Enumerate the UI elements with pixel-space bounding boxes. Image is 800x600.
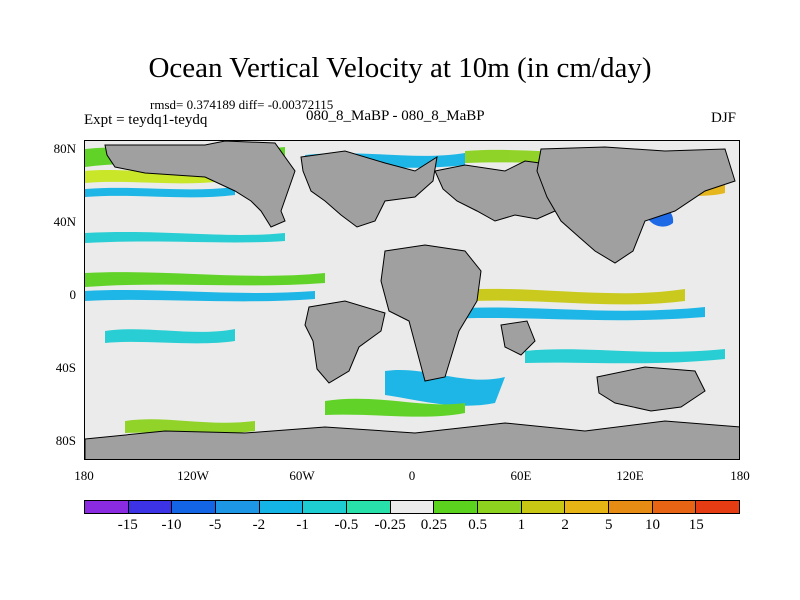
lon-label-180w: 180 — [74, 468, 94, 483]
colorbar — [84, 500, 740, 514]
colorbar-label: 5 — [605, 517, 613, 533]
colorbar-label: 0.5 — [468, 517, 487, 533]
colorbar-label: 10 — [645, 517, 661, 533]
colorbar-swatch — [609, 501, 653, 513]
colorbar-label: -0.25 — [374, 517, 406, 533]
colorbar-label: -10 — [161, 517, 182, 533]
colorbar-label: 2 — [561, 517, 569, 533]
colorbar-swatch — [128, 501, 173, 513]
colorbar-label: -1 — [296, 517, 309, 533]
colorbar-swatch — [85, 501, 129, 513]
colorbar-label: 1 — [517, 517, 526, 533]
land-masses — [85, 141, 739, 459]
colorbar-swatch — [259, 501, 304, 513]
map-title: Ocean Vertical Velocity at 10m (in cm/da… — [148, 52, 652, 84]
colorbar-swatch — [216, 501, 260, 513]
colorbar-label: -5 — [208, 517, 222, 533]
colorbar-swatch — [652, 501, 697, 513]
lon-label-120w: 120W — [177, 468, 209, 483]
season-label: DJF — [711, 110, 737, 126]
lon-label-120e: 120E — [616, 468, 644, 483]
colorbar-swatch — [434, 501, 479, 513]
colorbar-label: -15 — [117, 517, 138, 533]
colorbar-swatch — [565, 501, 610, 513]
lat-label-40s: 40S — [55, 360, 76, 375]
colorbar-label: 15 — [688, 517, 704, 533]
lon-label-60w: 60W — [289, 468, 315, 483]
lat-label-80n: 80N — [53, 141, 76, 156]
runs-label: 080_8_MaBP - 080_8_MaBP — [306, 108, 485, 124]
colorbar-label: -0.5 — [334, 517, 359, 533]
colorbar-swatch — [390, 501, 435, 513]
colorbar-swatch — [347, 501, 391, 513]
experiment-label: Expt = teydq1-teydq — [84, 112, 208, 128]
colorbar-swatch — [696, 501, 740, 513]
map-canvas — [85, 141, 739, 459]
lat-label-80s: 80S — [55, 433, 76, 448]
colorbar-label: 0.25 — [420, 517, 447, 533]
colorbar-swatch — [303, 501, 348, 513]
lat-label-0: 0 — [69, 287, 77, 302]
stats-line: rmsd= 0.374189 diff= -0.00372115 — [150, 97, 334, 112]
colorbar-label: -2 — [252, 517, 266, 533]
lon-label-180e: 180 — [730, 468, 750, 483]
world-map — [84, 140, 740, 460]
colorbar-swatch — [172, 501, 217, 513]
colorbar-swatch — [478, 501, 522, 513]
lat-label-40n: 40N — [53, 214, 76, 229]
colorbar-swatch — [521, 501, 566, 513]
lon-label-60e: 60E — [510, 468, 532, 483]
lon-label-0: 0 — [408, 468, 416, 483]
